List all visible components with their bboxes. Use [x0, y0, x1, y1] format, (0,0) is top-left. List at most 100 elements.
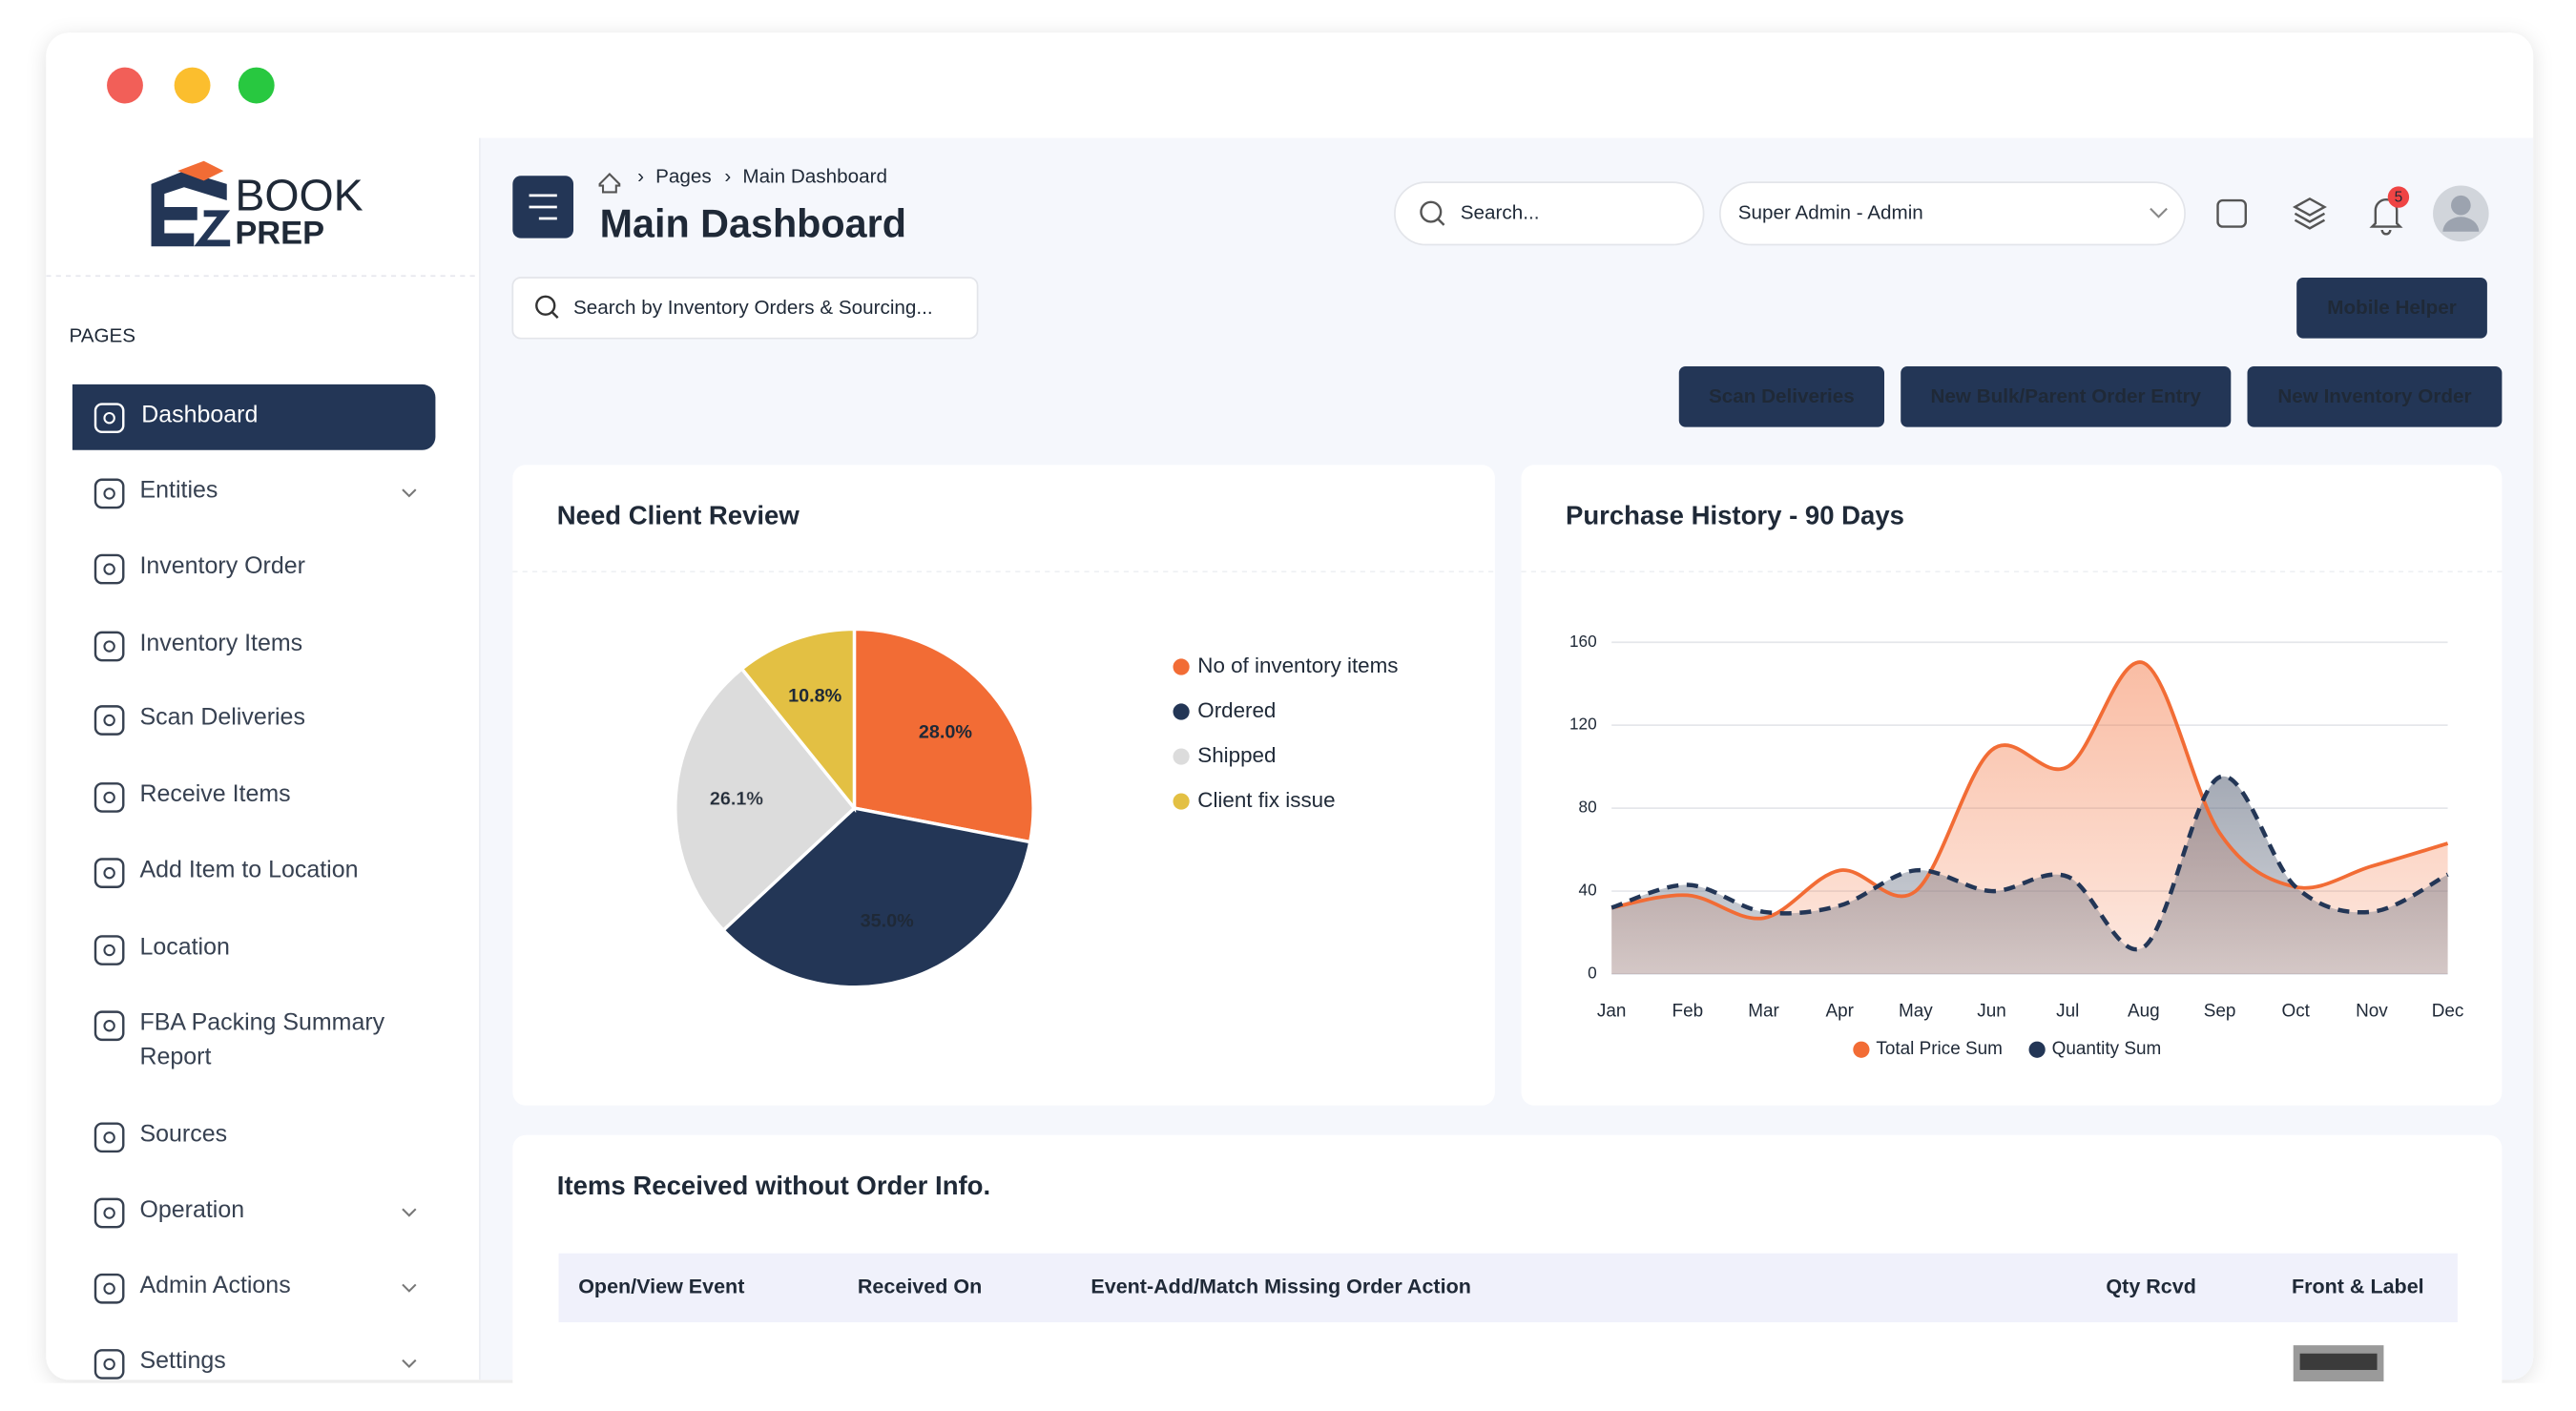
- role-text: Super Admin - Admin: [1738, 201, 1923, 223]
- button[interactable]: [2296, 277, 2487, 339]
- nav-icon[interactable]: [93, 1010, 125, 1042]
- notification-badge: [2387, 186, 2410, 208]
- nav-icon-detail: [103, 563, 115, 575]
- nav-icon[interactable]: [93, 705, 125, 736]
- button-label: Mobile Helper: [2327, 297, 2456, 319]
- nav-label: Inventory Items: [139, 631, 303, 657]
- nav-item[interactable]: Admin Actions: [139, 1270, 426, 1352]
- nav-icon[interactable]: [93, 782, 125, 813]
- button-label: New Bulk/Parent Order Entry: [1930, 385, 2201, 407]
- pie-slice[interactable]: [852, 627, 1035, 844]
- slice-label: 26.1%: [710, 789, 764, 810]
- inventory-search[interactable]: [511, 277, 979, 340]
- button[interactable]: [1901, 365, 2232, 427]
- series-line: [1610, 774, 2449, 952]
- column-header: Open/View Event: [578, 1276, 744, 1298]
- nav-icon[interactable]: [93, 858, 125, 888]
- nav-active: [72, 384, 436, 450]
- slice-label: 28.0%: [919, 721, 973, 742]
- nav-icon[interactable]: [93, 1122, 125, 1153]
- search-box[interactable]: [1394, 181, 1705, 246]
- x-tick-label: Nov: [2356, 1002, 2388, 1022]
- logo-bottom: PREP: [235, 215, 324, 251]
- legend-dot[interactable]: [1173, 703, 1190, 720]
- page-title: Main Dashboard: [600, 202, 906, 246]
- x-tick-label: May: [1899, 1002, 1933, 1022]
- nav-icon[interactable]: [93, 403, 125, 434]
- nav-item[interactable]: Entities: [139, 475, 426, 557]
- nav-icon[interactable]: [93, 1349, 125, 1380]
- nav-item[interactable]: Scan Deliveries: [139, 701, 426, 783]
- nav-item[interactable]: FBA Packing Summary Report: [139, 1006, 426, 1089]
- nav-item[interactable]: Settings: [139, 1345, 426, 1411]
- nav-item[interactable]: Operation: [139, 1194, 426, 1276]
- nav-icon-detail: [103, 1282, 115, 1295]
- legend-label: No of inventory items: [1197, 654, 1398, 677]
- chevron: [402, 1283, 417, 1293]
- nav-icon-detail: [103, 1358, 115, 1371]
- search-icon: [535, 295, 556, 316]
- role-select[interactable]: [1718, 181, 2186, 246]
- avatar-body: [2442, 217, 2480, 232]
- button[interactable]: [2247, 365, 2503, 427]
- nav-item[interactable]: Location: [139, 931, 426, 1013]
- nav-label: FBA Packing Summary Report: [139, 1009, 385, 1071]
- nav-icon-detail: [103, 866, 115, 880]
- breadcrumb-item: Main Dashboard: [742, 165, 887, 187]
- nav-item[interactable]: Add Item to Location: [139, 854, 426, 936]
- legend-dot[interactable]: [1173, 658, 1190, 675]
- button[interactable]: [1678, 365, 1885, 427]
- logo-mark: [151, 171, 227, 247]
- nav-icon[interactable]: [93, 478, 125, 509]
- minimize-dot[interactable]: [174, 67, 211, 104]
- layers-icon[interactable]: [2292, 197, 2327, 230]
- legend-label: Quantity Sum: [2052, 1039, 2162, 1059]
- legend-dot[interactable]: [2028, 1041, 2046, 1058]
- y-tick-label: 80: [1579, 798, 1597, 817]
- x-tick-label: Apr: [1825, 1002, 1853, 1022]
- nav-label: Receive Items: [139, 781, 291, 809]
- nav-icon-detail: [103, 1020, 115, 1032]
- x-tick-label: Aug: [2128, 1002, 2160, 1022]
- y-tick-label: 120: [1569, 715, 1597, 734]
- notification-count: 5: [2395, 190, 2403, 206]
- search-icon: [1437, 218, 1445, 226]
- column-header: Qty Rcvd: [2106, 1276, 2195, 1298]
- nav-icon[interactable]: [93, 1273, 125, 1304]
- nav-icon[interactable]: [93, 631, 125, 662]
- nav-label: Operation: [139, 1197, 245, 1224]
- nav-label: Location: [139, 934, 230, 962]
- card-title: Need Client Review: [557, 501, 800, 530]
- pie-slice[interactable]: [720, 806, 1032, 989]
- nav-icon-detail: [103, 1207, 115, 1219]
- legend-label: Shipped: [1197, 743, 1276, 767]
- legend-dot[interactable]: [1853, 1041, 1870, 1058]
- nav-item[interactable]: Inventory Order: [139, 550, 426, 633]
- nav-icon[interactable]: [93, 935, 125, 965]
- legend-dot[interactable]: [1173, 793, 1190, 810]
- nav-item[interactable]: Receive Items: [139, 778, 426, 861]
- legend-dot[interactable]: [1173, 748, 1190, 765]
- search-placeholder: Search...: [1461, 201, 1540, 223]
- nav-icon-detail: [103, 488, 115, 500]
- nav-icon[interactable]: [93, 553, 125, 585]
- home-icon[interactable]: [598, 173, 621, 194]
- nav-icon-detail: [103, 714, 115, 727]
- logo[interactable]: BOOK PREP: [151, 160, 364, 252]
- nav-label: Dashboard: [141, 402, 259, 429]
- pie-slice[interactable]: [739, 627, 857, 813]
- nav-icon[interactable]: [93, 1197, 125, 1229]
- search-icon: [1420, 200, 1443, 223]
- slice-label: 35.0%: [861, 910, 915, 931]
- nav-item[interactable]: Sources: [139, 1119, 426, 1201]
- pie-slice[interactable]: [674, 666, 857, 933]
- button-label: Scan Deliveries: [1709, 385, 1855, 407]
- nav-item[interactable]: Inventory Items: [139, 628, 426, 710]
- nav-item[interactable]: Dashboard: [141, 399, 428, 481]
- close-dot[interactable]: [107, 67, 143, 104]
- logo-mark-top: [177, 160, 224, 181]
- breadcrumb-item[interactable]: Pages: [655, 165, 712, 187]
- search-icon: [551, 311, 559, 320]
- calendar-icon[interactable]: [2216, 198, 2247, 228]
- maximize-dot[interactable]: [238, 67, 275, 104]
